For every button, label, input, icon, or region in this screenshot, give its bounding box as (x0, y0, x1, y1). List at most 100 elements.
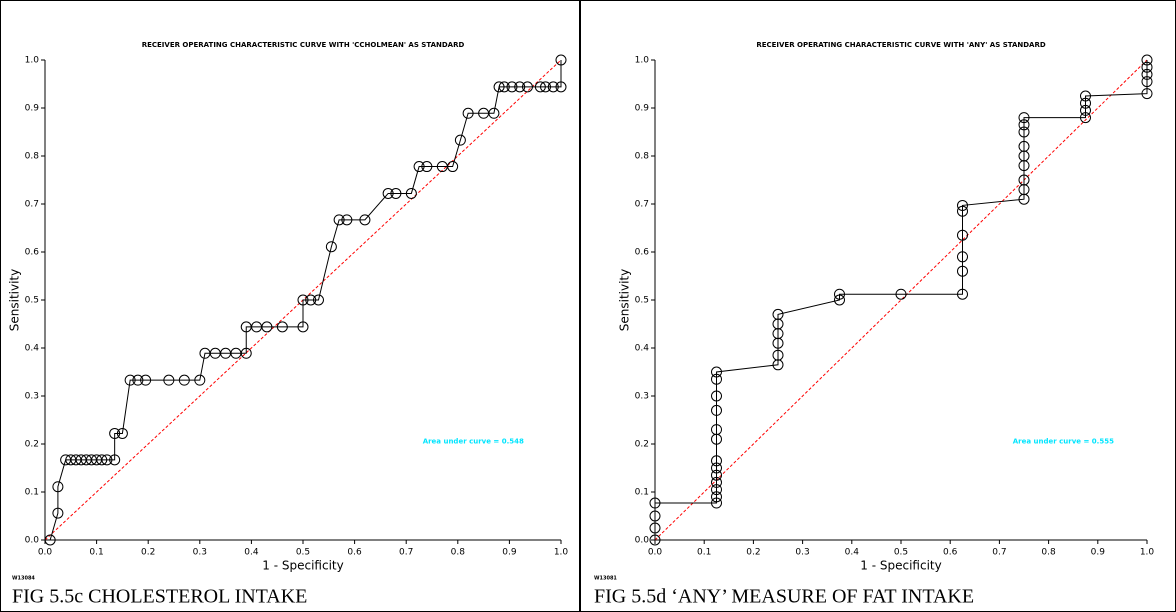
roc-point (649, 534, 661, 546)
roc-point (514, 81, 526, 93)
x-tick-label: 0.8 (1041, 548, 1056, 558)
x-tick-label: 0.4 (845, 548, 860, 558)
roc-point (1080, 112, 1091, 124)
roc-point (297, 294, 309, 306)
y-axis-label: Sensitivity (8, 269, 22, 331)
x-tick-label: 0.9 (502, 548, 517, 558)
y-tick-label: 0.8 (25, 152, 40, 162)
roc-point (276, 321, 288, 333)
roc-point (772, 308, 784, 320)
roc-point (711, 469, 722, 481)
roc-point (1141, 76, 1153, 88)
roc-point (462, 107, 474, 119)
roc-point (1018, 174, 1030, 186)
roc-point (116, 427, 128, 439)
roc-point (325, 241, 337, 253)
roc-point (194, 374, 206, 386)
x-tick-label: 0.8 (451, 548, 466, 558)
code: W13081 (594, 576, 617, 582)
roc-point (547, 81, 559, 93)
y-tick-label: 0.3 (25, 392, 39, 402)
roc-point (555, 54, 567, 66)
roc-point (540, 81, 552, 93)
y-tick-label: 0.1 (635, 488, 649, 498)
y-tick-label: 0.3 (635, 392, 649, 402)
x-tick-label: 0.1 (697, 548, 711, 558)
roc-point (454, 134, 466, 146)
roc-point (297, 321, 309, 333)
roc-point (1018, 126, 1030, 138)
roc-point (711, 424, 722, 436)
x-tick-label: 1.0 (554, 548, 569, 558)
roc-point (711, 455, 722, 467)
roc-line (654, 60, 1148, 540)
roc-point (1018, 119, 1030, 131)
x-tick-label: 0.5 (296, 548, 310, 558)
chart-title: RECEIVER OPERATING CHARACTERISTIC CURVE … (756, 41, 1046, 49)
roc-point (957, 229, 968, 241)
x-tick-label: 0.3 (795, 548, 809, 558)
roc-point (124, 374, 136, 386)
roc-point (498, 81, 510, 93)
x-tick-label: 0.2 (141, 548, 155, 558)
roc-point (493, 81, 505, 93)
y-tick-label: 0.0 (635, 536, 650, 546)
x-tick-label: 0.7 (992, 548, 1006, 558)
y-tick-label: 0.1 (25, 488, 39, 498)
x-tick-label: 1.0 (1140, 548, 1155, 558)
roc-point (711, 497, 722, 509)
roc-point (711, 373, 722, 385)
roc-point (1141, 88, 1153, 100)
roc-point (957, 265, 968, 277)
caption: FIG 5.5d ‘ANY’ MEASURE OF FAT INTAKE (594, 586, 974, 608)
roc-point (447, 161, 459, 173)
x-tick-label: 0.7 (399, 548, 413, 558)
roc-point (382, 187, 394, 199)
y-tick-label: 0.7 (25, 200, 39, 210)
roc-point (1141, 54, 1153, 66)
x-tick-label: 0.3 (193, 548, 207, 558)
roc-point (109, 454, 121, 466)
roc-point (101, 454, 113, 466)
code: W13084 (12, 576, 35, 582)
x-axis-label: 1 - Specificity (262, 559, 343, 573)
roc-point (957, 199, 968, 211)
roc-point (834, 288, 845, 300)
roc-point (305, 294, 317, 306)
roc-point (957, 205, 968, 217)
roc-point (359, 214, 371, 226)
caption: FIG 5.5c CHOLESTEROL INTAKE (12, 586, 307, 608)
roc-point (52, 481, 64, 493)
y-tick-label: 0.2 (25, 440, 39, 450)
roc-point (261, 321, 273, 333)
y-tick-label: 0.4 (25, 344, 40, 354)
roc-point (421, 161, 433, 173)
roc-point (1080, 90, 1091, 102)
roc-point (1080, 104, 1091, 116)
y-tick-label: 0.7 (635, 200, 649, 210)
x-tick-label: 0.5 (894, 548, 908, 558)
roc-point (312, 294, 324, 306)
roc-point (957, 288, 968, 300)
y-tick-label: 0.8 (635, 152, 650, 162)
annotation: Area under curve = 0.555 (1013, 438, 1114, 446)
roc-point (506, 81, 518, 93)
roc-point (711, 366, 722, 378)
y-tick-label: 1.0 (635, 56, 650, 66)
y-axis-label: Sensitivity (618, 269, 632, 331)
y-tick-label: 0.9 (635, 104, 650, 114)
roc-point (834, 294, 845, 306)
roc-point (555, 81, 567, 93)
roc-point (521, 81, 533, 93)
roc-point (711, 390, 722, 402)
roc-point (132, 374, 144, 386)
roc-point (44, 534, 56, 546)
roc-point (390, 187, 402, 199)
roc-point (240, 347, 252, 359)
chart-title: RECEIVER OPERATING CHARACTERISTIC CURVE … (142, 41, 465, 49)
x-tick-label: 0.0 (648, 548, 663, 558)
y-tick-label: 0.9 (25, 104, 40, 114)
roc-point (711, 484, 722, 496)
